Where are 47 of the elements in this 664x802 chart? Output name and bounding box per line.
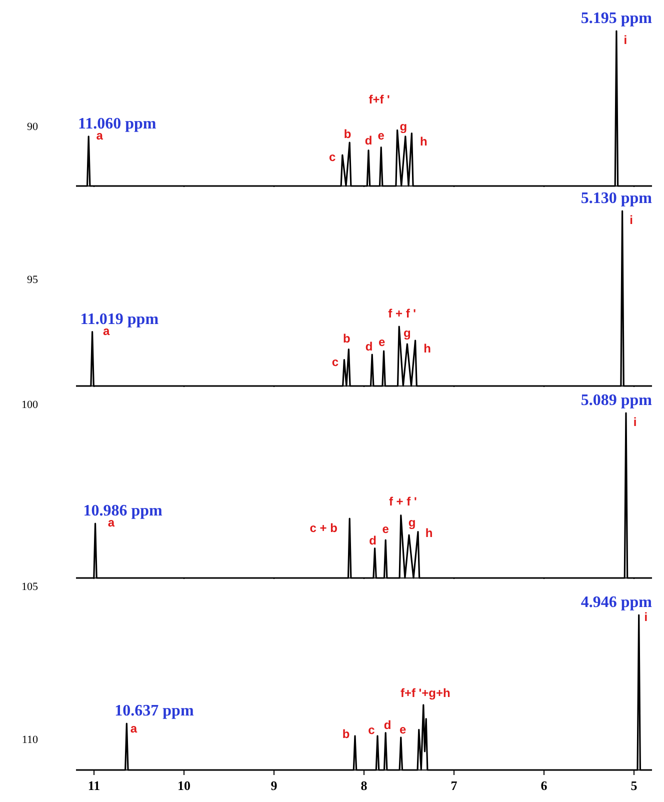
annotation: d [365,340,373,354]
x-tick-label: 11 [88,778,100,793]
x-tick-label: 10 [178,778,190,793]
annotation: f + f ' [388,494,417,508]
annotation: 5.089 ppm [580,392,653,409]
annotation: a [130,722,138,736]
annotation: i [644,610,648,624]
annotation: g [400,120,408,134]
annotation: f+f ' [368,92,390,106]
x-tick-label: 6 [540,778,548,793]
annotation: f+f '+g+h [400,686,450,700]
text: 90 [27,121,38,133]
annotation: e [378,335,386,350]
annotation: d [384,718,392,732]
annotation: i [633,415,637,430]
annotation: d [364,134,372,148]
x-tick-label: 8 [360,778,368,793]
x-tick-label: 9 [270,778,278,793]
annotation: b [343,331,350,346]
annotation: h [425,526,433,540]
annotation: 10.637 ppm [114,702,194,720]
annotation: e [400,722,407,737]
annotation: 4.946 ppm [580,594,653,611]
annotation: 5.195 ppm [580,10,653,27]
text: 110 [22,734,38,746]
annotation: i [624,33,628,48]
x-tick-label: 5 [630,778,638,793]
annotation: i [630,213,633,228]
annotation: g [404,326,411,340]
annotation: c [332,354,339,369]
x-tick-label: 7 [450,778,458,793]
annotation: b [342,727,350,742]
annotation: e [378,128,385,142]
text: 95 [27,274,38,286]
annotation: h [424,342,431,356]
annotation: 5.130 ppm [580,190,653,207]
text: 105 [22,581,38,593]
annotation: e [382,522,390,536]
annotation: d [369,533,376,548]
annotation: c [368,723,376,738]
annotation: g [408,515,416,530]
annotation: h [420,134,428,148]
annotation: f + f ' [388,306,416,321]
annotation: b [344,126,352,141]
annotation: c + b [310,520,338,535]
text: 100 [22,399,38,411]
annotation: c [329,150,336,164]
